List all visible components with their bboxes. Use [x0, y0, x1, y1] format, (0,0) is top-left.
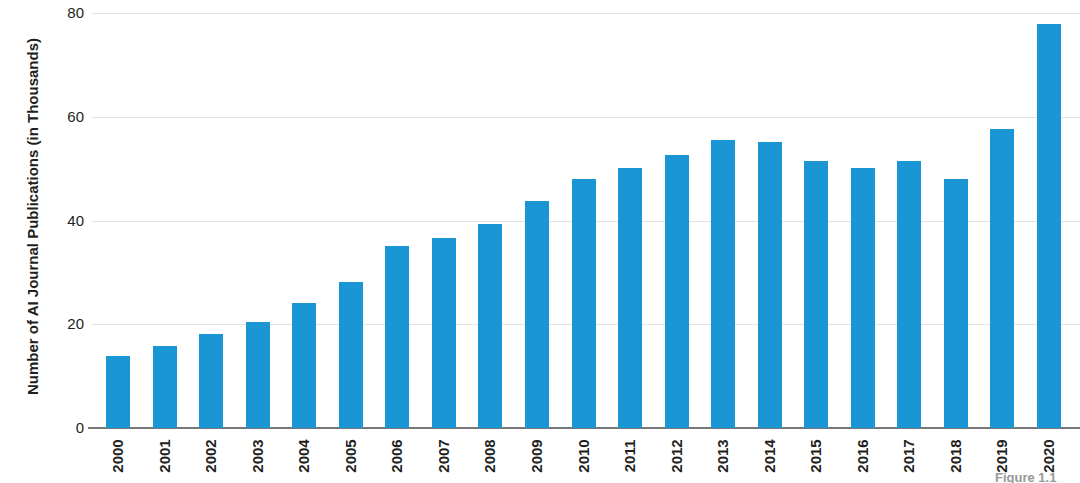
- bar-2003: [246, 322, 270, 428]
- bar-2007: [432, 238, 456, 428]
- x-tick-label-2004: 2004: [296, 430, 312, 482]
- x-tick-label-2001: 2001: [157, 430, 173, 482]
- bar-2013: [711, 140, 735, 428]
- bar-2012: [665, 155, 689, 428]
- bar-2020: [1037, 24, 1061, 428]
- x-tick-label-2005: 2005: [343, 430, 359, 482]
- gridline-60: [92, 117, 1080, 118]
- bar-2015: [804, 161, 828, 428]
- bar-2018: [944, 179, 968, 428]
- x-tick-label-2012: 2012: [669, 430, 685, 482]
- x-tick-label-2010: 2010: [576, 430, 592, 482]
- y-tick-label-40: 40: [0, 212, 84, 230]
- x-tick-label-2016: 2016: [855, 430, 871, 482]
- bar-2014: [758, 142, 782, 428]
- y-tick-label-80: 80: [0, 4, 84, 22]
- y-tick-label-60: 60: [0, 108, 84, 126]
- x-tick-label-2006: 2006: [389, 430, 405, 482]
- y-tick-label-20: 20: [0, 315, 84, 333]
- x-tick-label-2017: 2017: [901, 430, 917, 482]
- x-tick-label-2000: 2000: [110, 430, 126, 482]
- x-tick-label-2015: 2015: [808, 430, 824, 482]
- bar-2009: [525, 201, 549, 428]
- x-tick-label-2008: 2008: [482, 430, 498, 482]
- figure-caption: Figure 1.1: [995, 470, 1056, 483]
- bar-2001: [153, 346, 177, 428]
- bar-2000: [106, 356, 130, 428]
- x-tick-label-2002: 2002: [203, 430, 219, 482]
- y-tick-label-0: 0: [0, 419, 84, 437]
- bar-2011: [618, 168, 642, 428]
- x-tick-label-2013: 2013: [715, 430, 731, 482]
- x-tick-label-2007: 2007: [436, 430, 452, 482]
- bar-2008: [478, 224, 502, 428]
- bar-2004: [292, 303, 316, 428]
- bar-2017: [897, 161, 921, 428]
- bar-2010: [572, 179, 596, 428]
- x-tick-label-2011: 2011: [622, 430, 638, 482]
- ai-journal-publications-bar-chart: Number of AI Journal Publications (in Th…: [0, 0, 1080, 483]
- bar-2005: [339, 282, 363, 428]
- bar-2016: [851, 168, 875, 428]
- gridline-80: [92, 13, 1080, 14]
- x-tick-label-2009: 2009: [529, 430, 545, 482]
- x-tick-label-2018: 2018: [948, 430, 964, 482]
- bar-2002: [199, 334, 223, 428]
- x-tick-label-2003: 2003: [250, 430, 266, 482]
- x-tick-label-2014: 2014: [762, 430, 778, 482]
- bar-2019: [990, 129, 1014, 428]
- bar-2006: [385, 246, 409, 428]
